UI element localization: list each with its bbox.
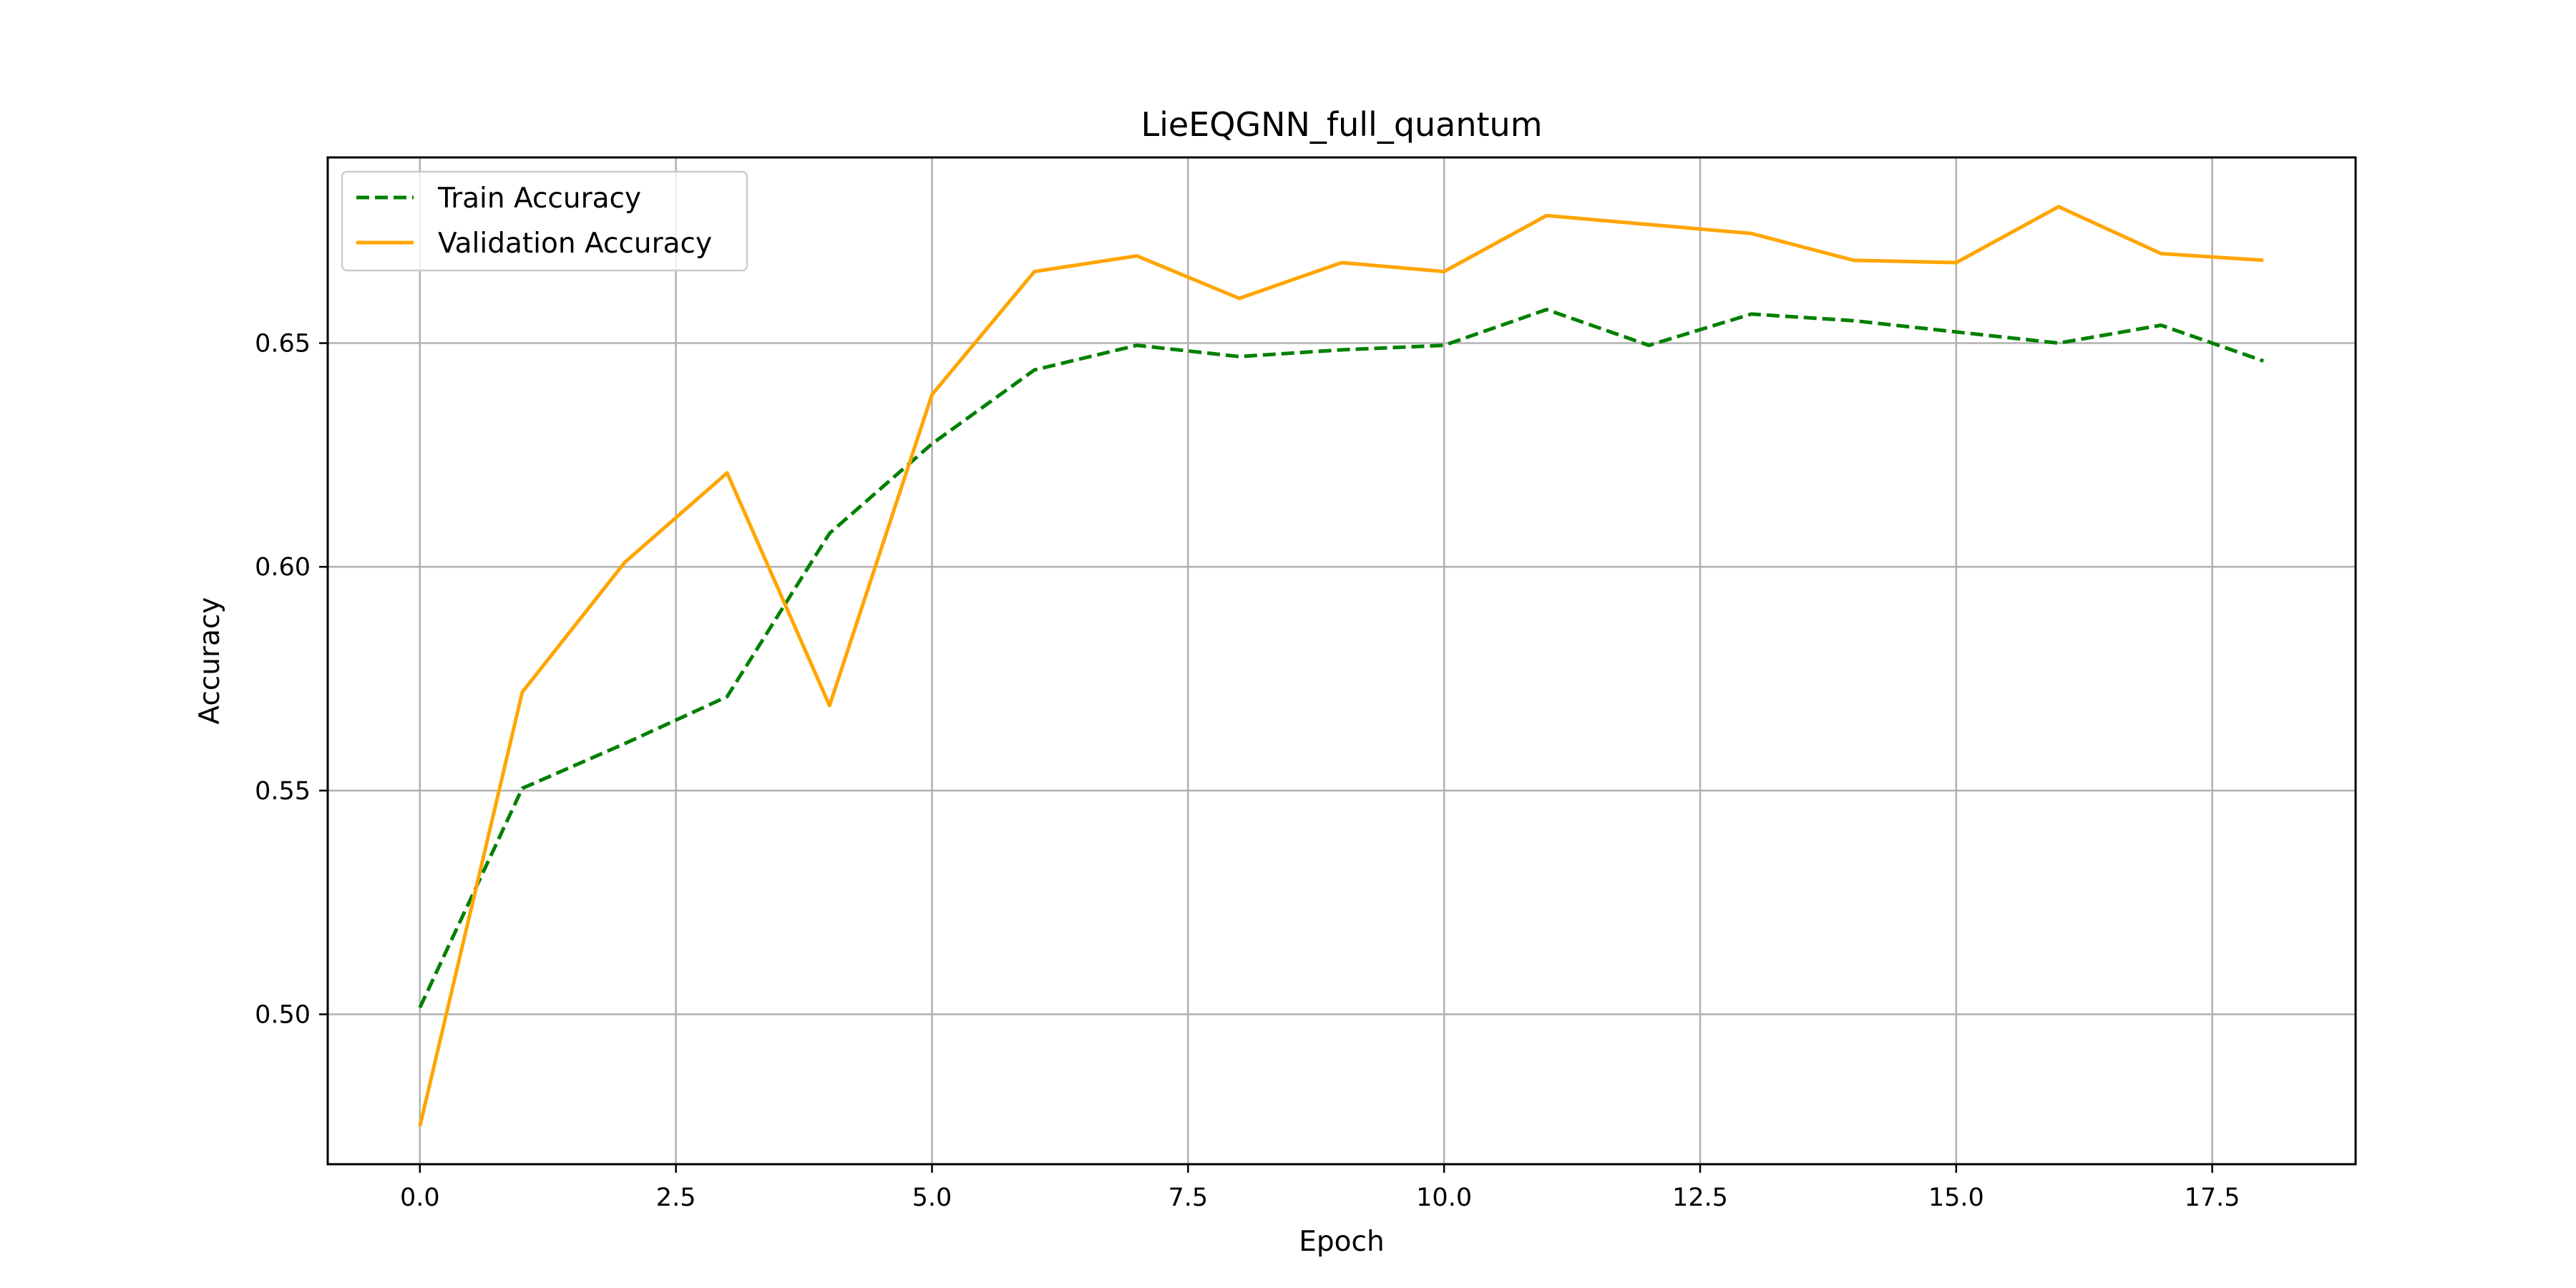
y-tick-label: 0.55 [255,777,311,806]
legend-label-train: Train Accuracy [437,182,641,215]
x-tick-label: 2.5 [656,1184,696,1212]
y-tick-label: 0.60 [255,553,311,582]
plot-frame [326,156,2357,1166]
x-axis-ticks: 0.0 2.5 5.0 7.5 10.0 12.5 15.0 17.5 [400,1164,2240,1212]
grid [328,157,2356,1164]
y-axis-ticks: 0.50 0.55 0.60 0.65 [255,330,328,1030]
x-tick-label: 5.0 [912,1184,952,1212]
series-lines [418,205,2265,1127]
x-tick-label: 15.0 [1928,1184,1984,1212]
legend: Train Accuracy Validation Accuracy [341,170,748,272]
y-tick-label: 0.50 [255,1001,311,1030]
x-tick-label: 10.0 [1416,1184,1472,1212]
x-axis-label: Epoch [1299,1226,1384,1258]
legend-box [341,170,748,272]
x-tick-label: 7.5 [1168,1184,1208,1212]
series-line-train-accuracy [418,308,2265,1009]
y-axis-label: Accuracy [194,597,226,724]
legend-label-validation: Validation Accuracy [438,228,712,260]
x-tick-label: 12.5 [1672,1184,1728,1212]
y-tick-label: 0.65 [255,330,311,358]
x-tick-label: 17.5 [2185,1184,2240,1212]
chart-title: LieEQGNN_full_quantum [1141,105,1542,144]
series-line-validation-accuracy [418,205,2264,1127]
x-tick-label: 0.0 [400,1184,440,1212]
